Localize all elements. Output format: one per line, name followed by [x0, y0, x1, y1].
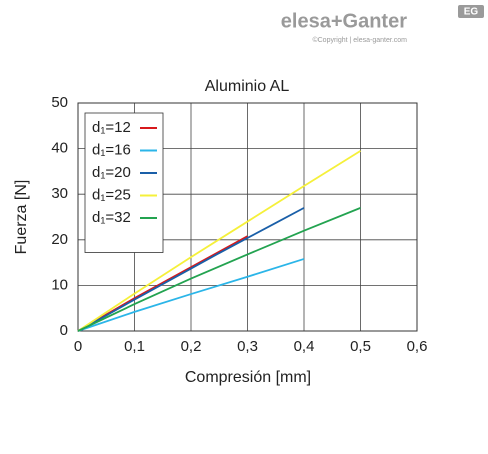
y-tick-label: 50	[51, 94, 68, 111]
legend-box	[84, 112, 164, 253]
series-line	[77, 207, 361, 332]
legend-label: d₁=25	[92, 186, 131, 203]
y-tick-label: 0	[60, 322, 68, 339]
series-line	[77, 150, 361, 332]
series-line	[77, 207, 305, 332]
y-tick-label: 20	[51, 231, 68, 248]
y-tick-label: 40	[51, 140, 68, 157]
legend-label: d₁=12	[92, 119, 131, 136]
x-tick-label: 0,6	[407, 338, 428, 355]
x-tick-label: 0,2	[181, 338, 202, 355]
plot-frame	[77, 102, 418, 332]
legend-label: d₁=32	[92, 209, 131, 226]
y-axis-label: Fuerza [N]	[13, 180, 30, 255]
series-line	[77, 258, 305, 332]
legend-label: d₁=16	[92, 141, 131, 158]
brand-badge-box	[458, 5, 484, 18]
legend-label: d₁=20	[92, 164, 131, 181]
brand-badge: EG	[464, 7, 479, 18]
x-tick-label: 0	[74, 338, 82, 355]
x-tick-label: 0,5	[350, 338, 371, 355]
x-axis-label: Compresión [mm]	[185, 369, 311, 386]
x-tick-label: 0,3	[237, 338, 258, 355]
x-tick-label: 0,1	[124, 338, 145, 355]
brand-copyright: ©Copyright | elesa-ganter.com	[312, 36, 407, 44]
y-tick-label: 10	[51, 276, 68, 293]
x-tick-label: 0,4	[294, 338, 315, 355]
y-tick-label: 30	[51, 185, 68, 202]
chart-title: Aluminio AL	[205, 78, 290, 95]
brand-name: elesa+Ganter	[281, 10, 407, 32]
